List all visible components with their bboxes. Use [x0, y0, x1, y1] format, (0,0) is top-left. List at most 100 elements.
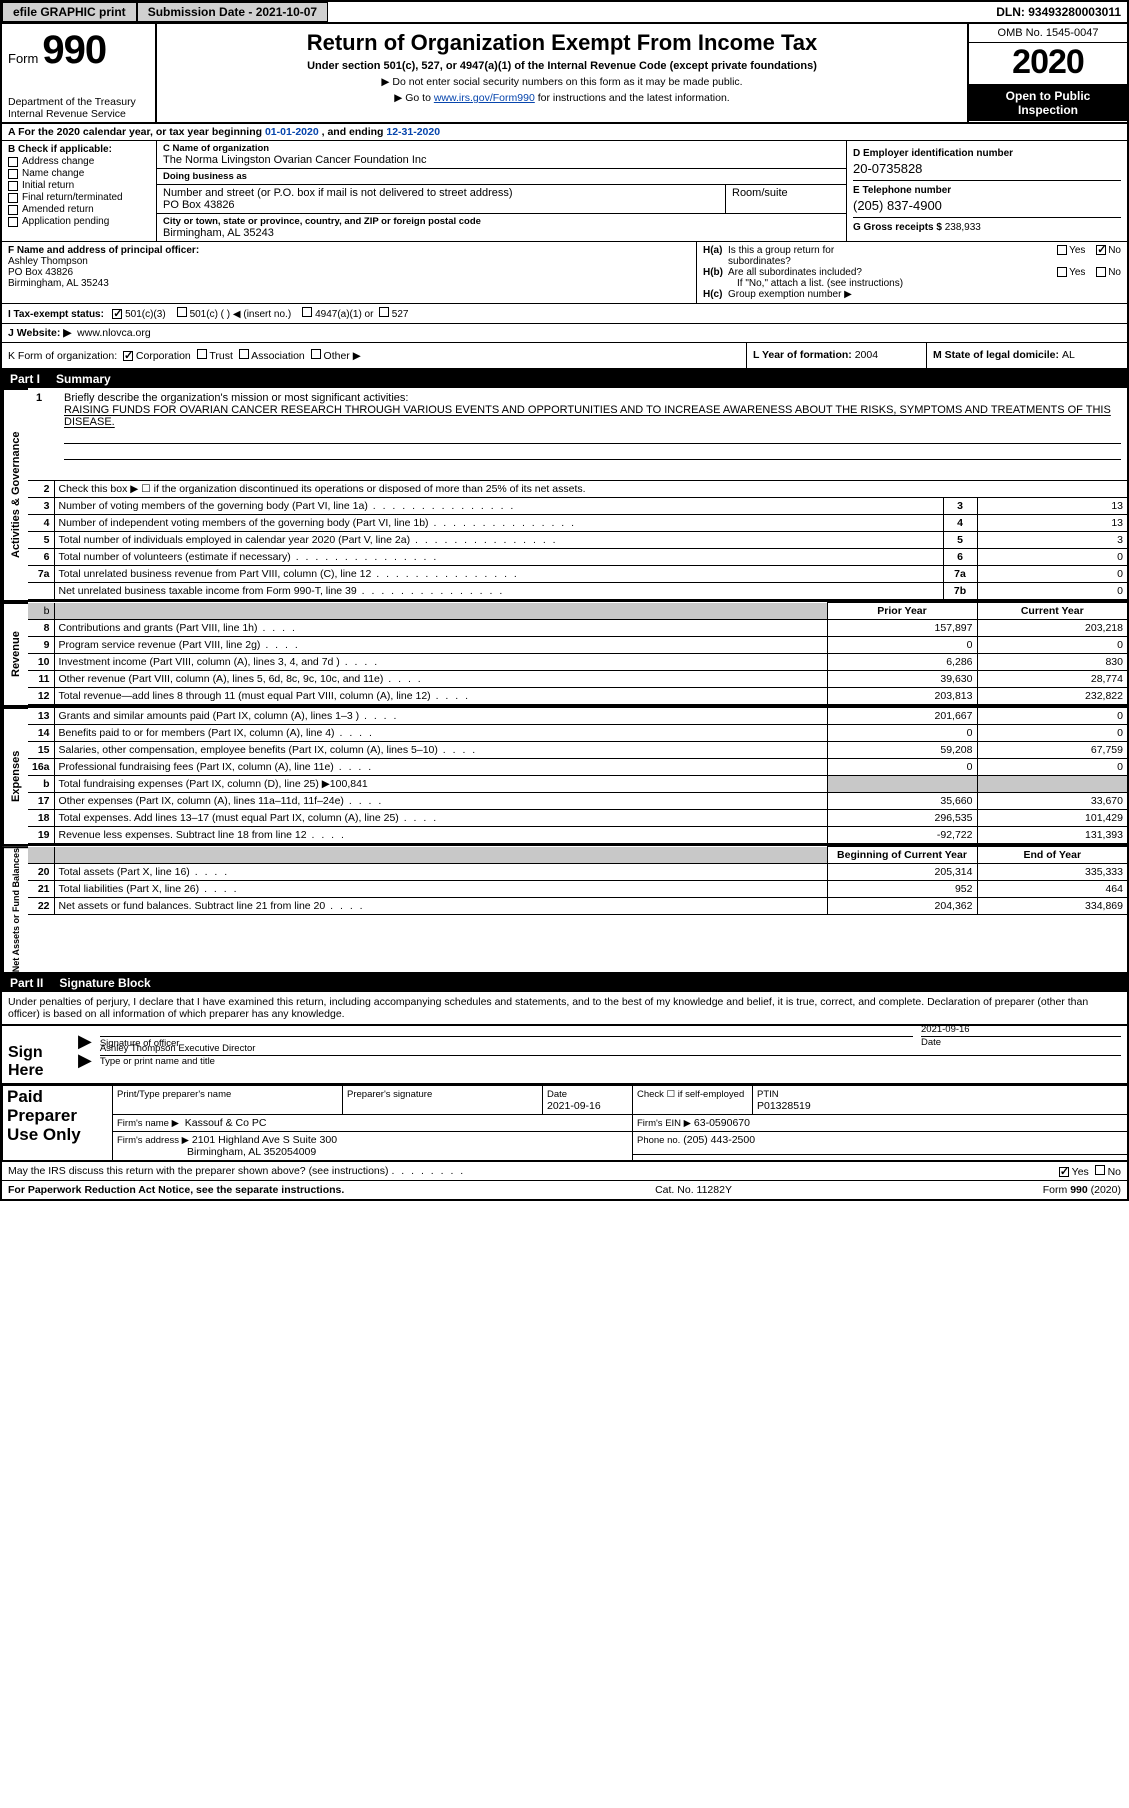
chk-final-return[interactable]: [8, 193, 18, 203]
part2-header: Part II Signature Block: [2, 972, 1127, 992]
paid-preparer-label: Paid Preparer Use Only: [3, 1086, 113, 1161]
firm-addr-lbl: Firm's address ▶: [117, 1135, 189, 1146]
m-lbl: M State of legal domicile:: [933, 349, 1062, 361]
form-subtitle: Under section 501(c), 527, or 4947(a)(1)…: [169, 60, 955, 72]
header-middle: Return of Organization Exempt From Incom…: [157, 24, 967, 122]
table-row: 20Total assets (Part X, line 16)205,3143…: [28, 864, 1127, 881]
section-expenses: Expenses 13Grants and similar amounts pa…: [2, 705, 1127, 844]
ha-yes[interactable]: [1057, 245, 1067, 255]
mission-text: RAISING FUNDS FOR OVARIAN CANCER RESEARC…: [64, 404, 1111, 428]
row-f-h: F Name and address of principal officer:…: [2, 242, 1127, 304]
sign-date-val: 2021-09-16: [921, 1024, 1121, 1037]
sign-here-label: Sign Here: [8, 1030, 78, 1079]
note-ssn: ▶ Do not enter social security numbers o…: [169, 76, 955, 88]
discuss-yes-chk[interactable]: [1059, 1167, 1069, 1177]
table-row: 19Revenue less expenses. Subtract line 1…: [28, 827, 1127, 844]
i-lbl: I Tax-exempt status:: [8, 309, 104, 320]
hb-yes[interactable]: [1057, 267, 1067, 277]
current-year-hdr: Current Year: [977, 603, 1127, 620]
chk-final-return-lbl: Final return/terminated: [22, 192, 123, 203]
firm-ein: 63-0590670: [694, 1117, 750, 1129]
chk-corp[interactable]: [123, 351, 133, 361]
side-activities: Activities & Governance: [2, 388, 28, 600]
prep-date-val: 2021-09-16: [547, 1100, 601, 1112]
form-container: efile GRAPHIC print Submission Date - 20…: [0, 0, 1129, 1201]
firm-addr2: Birmingham, AL 352054009: [187, 1146, 316, 1158]
chk-other[interactable]: [311, 349, 321, 359]
note-link: ▶ Go to www.irs.gov/Form990 for instruct…: [169, 92, 955, 104]
discuss-no-chk[interactable]: [1095, 1165, 1105, 1175]
table-row: 7aTotal unrelated business revenue from …: [28, 566, 1127, 583]
paid-preparer-block: Paid Preparer Use Only Print/Type prepar…: [2, 1085, 1127, 1161]
gross-lbl: G Gross receipts $: [853, 222, 945, 233]
prior-year-hdr: Prior Year: [827, 603, 977, 620]
f-addr1: PO Box 43826: [8, 267, 690, 278]
side-revenue: Revenue: [2, 602, 28, 705]
table-row: 8Contributions and grants (Part VIII, li…: [28, 620, 1127, 637]
chk-501c[interactable]: [177, 307, 187, 317]
hb-row: H(b) Are all subordinates included? Yes …: [703, 267, 1121, 278]
note2-pre: ▶ Go to: [394, 92, 434, 104]
header-right: OMB No. 1545-0047 2020 Open to PublicIns…: [967, 24, 1127, 122]
footer-left: For Paperwork Reduction Act Notice, see …: [8, 1184, 344, 1196]
city-val: Birmingham, AL 35243: [163, 227, 840, 239]
l-lbl: L Year of formation:: [753, 349, 855, 361]
chk-trust[interactable]: [197, 349, 207, 359]
phone-val: (205) 837-4900: [853, 198, 1121, 213]
chk-name-change[interactable]: [8, 169, 18, 179]
perjury-text: Under penalties of perjury, I declare th…: [2, 992, 1127, 1026]
section-revenue: Revenue b Prior Year Current Year 8Contr…: [2, 600, 1127, 705]
table-row: 11Other revenue (Part VIII, column (A), …: [28, 671, 1127, 688]
chk-address-change[interactable]: [8, 157, 18, 167]
q2-text: Check this box ▶ ☐ if the organization d…: [54, 481, 1127, 498]
table-row: 3Number of voting members of the governi…: [28, 498, 1127, 515]
open-public-badge: Open to PublicInspection: [969, 85, 1127, 121]
block-bcd: B Check if applicable: Address change Na…: [2, 141, 1127, 242]
side-expenses: Expenses: [2, 707, 28, 844]
chk-assoc[interactable]: [239, 349, 249, 359]
printed-name-line: Ashley Thompson Executive Director Type …: [100, 1055, 1121, 1067]
col-c-org-info: C Name of organization The Norma Livings…: [157, 141, 847, 241]
chk-501c3[interactable]: [112, 309, 122, 319]
table-row: 4Number of independent voting members of…: [28, 515, 1127, 532]
hb-no[interactable]: [1096, 267, 1106, 277]
tax-year-begin: 01-01-2020: [265, 126, 319, 138]
opt-501c3: 501(c)(3): [125, 309, 166, 320]
printed-name-lbl: Type or print name and title: [100, 1056, 215, 1067]
dept-treasury: Department of the Treasury Internal Reve…: [8, 97, 149, 120]
side-net-assets: Net Assets or Fund Balances: [2, 846, 28, 972]
submission-date-box: Submission Date - 2021-10-07: [137, 2, 328, 22]
prep-phone-lbl: Phone no.: [637, 1135, 680, 1146]
k-lbl: K Form of organization:: [8, 350, 117, 362]
part1-title: Summary: [56, 372, 111, 386]
table-row: 6Total number of volunteers (estimate if…: [28, 549, 1127, 566]
efile-print-button[interactable]: efile GRAPHIC print: [2, 2, 137, 22]
part1-header: Part I Summary: [2, 370, 1127, 388]
form-word: Form: [8, 51, 38, 66]
row-i: I Tax-exempt status: 501(c)(3) 501(c) ( …: [2, 304, 1127, 324]
form-header: Form 990 Department of the Treasury Inte…: [2, 24, 1127, 124]
sign-here-block: Sign Here ▶ Signature of officer 2021-09…: [2, 1026, 1127, 1085]
table-row: 14Benefits paid to or for members (Part …: [28, 725, 1127, 742]
org-name: The Norma Livingston Ovarian Cancer Foun…: [163, 154, 840, 166]
table-row: 17Other expenses (Part IX, column (A), l…: [28, 793, 1127, 810]
footer: For Paperwork Reduction Act Notice, see …: [2, 1180, 1127, 1199]
q1-text: Briefly describe the organization's miss…: [64, 392, 408, 404]
f-name: Ashley Thompson: [8, 256, 690, 267]
chk-527[interactable]: [379, 307, 389, 317]
col-b-header: B Check if applicable:: [8, 144, 150, 155]
irs-link[interactable]: www.irs.gov/Form990: [434, 92, 535, 104]
section-net-assets: Net Assets or Fund Balances Beginning of…: [2, 844, 1127, 972]
discuss-yes: Yes: [1072, 1166, 1089, 1178]
chk-amended-return[interactable]: [8, 205, 18, 215]
prep-date-lbl: Date: [547, 1089, 567, 1100]
form-number: 990: [42, 28, 106, 73]
chk-4947[interactable]: [302, 307, 312, 317]
ein-val: 20-0735828: [853, 161, 1121, 176]
table-row: 13Grants and similar amounts paid (Part …: [28, 708, 1127, 725]
chk-initial-return[interactable]: [8, 181, 18, 191]
chk-application-pending[interactable]: [8, 217, 18, 227]
ha-no[interactable]: [1096, 245, 1106, 255]
topbar: efile GRAPHIC print Submission Date - 20…: [2, 2, 1127, 24]
discuss-row: May the IRS discuss this return with the…: [2, 1161, 1127, 1180]
